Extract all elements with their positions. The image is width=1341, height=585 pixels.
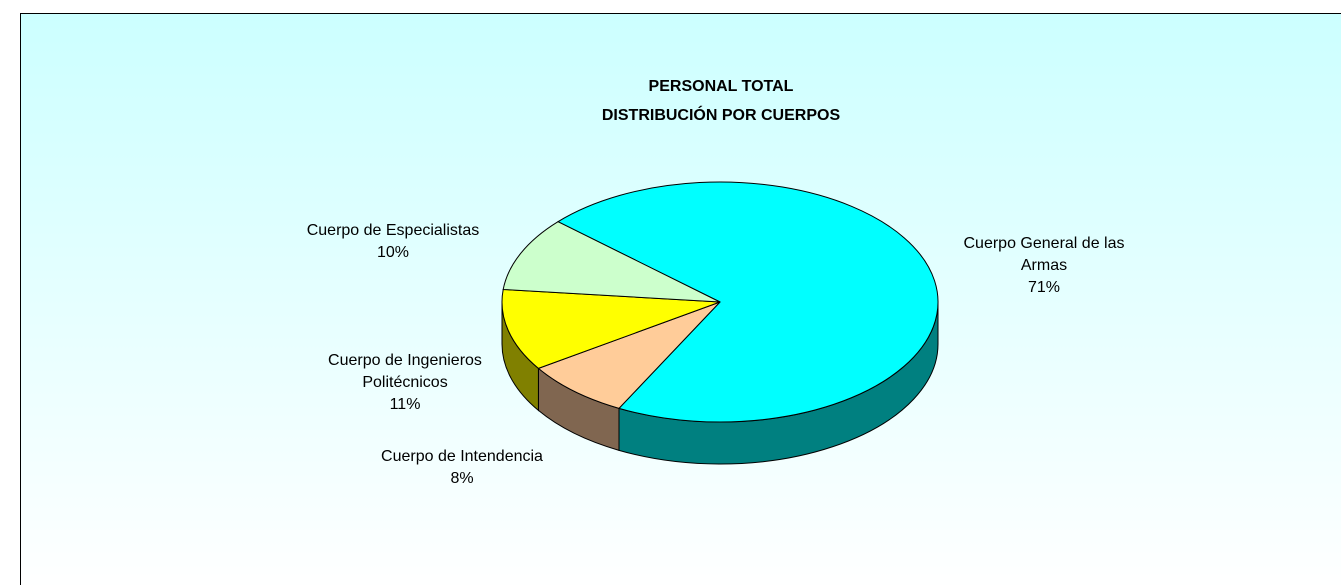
- pie: [501, 181, 939, 465]
- chart-title: PERSONAL TOTAL: [648, 78, 794, 95]
- slice: [502, 221, 721, 303]
- category-label: Cuerpo General de las Armas: [963, 235, 1125, 274]
- category-label: Cuerpo de Especialistas: [306, 222, 480, 239]
- value-label: 10%: [376, 244, 410, 261]
- value-label: 11%: [389, 396, 421, 413]
- slice: [537, 301, 721, 409]
- slice: [501, 288, 721, 369]
- chart-subtitle: DISTRIBUCIÓN POR CUERPOS: [601, 107, 841, 124]
- data-label: Cuerpo de Intendencia 8%: [332, 446, 592, 490]
- data-label: Cuerpo de Especialistas 10%: [263, 220, 523, 264]
- value-label: 71%: [1027, 279, 1061, 296]
- category-label: Cuerpo de Ingenieros Politécnicos: [328, 352, 482, 391]
- value-label: 8%: [450, 470, 474, 487]
- data-label: Cuerpo de Ingenieros Politécnicos 11%: [285, 350, 525, 416]
- category-label: Cuerpo de Intendencia: [381, 448, 543, 465]
- slice: [556, 181, 939, 423]
- data-label: Cuerpo General de las Armas 71%: [949, 233, 1139, 299]
